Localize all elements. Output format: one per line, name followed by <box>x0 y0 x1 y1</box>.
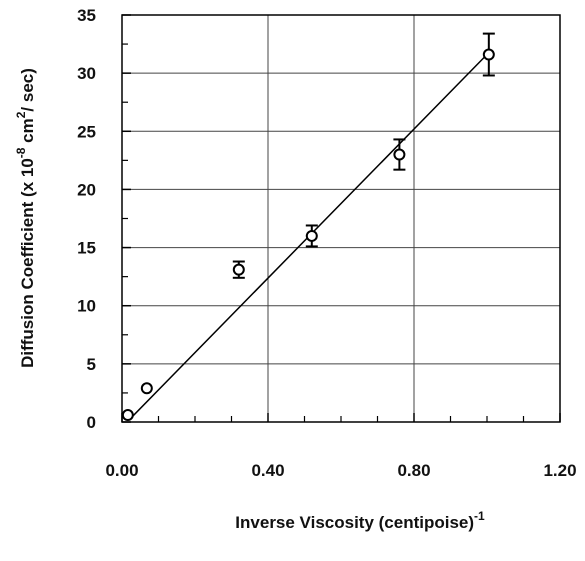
data-point <box>393 148 406 161</box>
y-tick-label: 20 <box>77 180 96 199</box>
data-point <box>121 409 134 422</box>
data-point <box>482 48 495 61</box>
plot-frame <box>121 14 561 423</box>
x-tick-label: 0.80 <box>397 461 430 480</box>
y-label-text: cm <box>18 118 37 147</box>
y-tick-label: 15 <box>77 239 96 258</box>
y-tick-label: 25 <box>77 122 96 141</box>
y-tick-label: 35 <box>77 6 96 25</box>
x-tick-label: 0.40 <box>251 461 284 480</box>
x-tick-label: 0.00 <box>105 461 138 480</box>
x-axis-label: Inverse Viscosity (centipoise)-1 <box>235 509 485 532</box>
data-point <box>305 229 318 242</box>
x-label-sup: -1 <box>474 509 485 523</box>
y-axis-label: Diffusion Coefficient (x 10-8 cm2/ sec) <box>14 68 37 368</box>
y-tick-label: 30 <box>77 64 96 83</box>
y-tick-label: 10 <box>77 297 96 316</box>
y-label-sup: 2 <box>14 111 28 118</box>
data-point <box>140 382 153 395</box>
x-label-text: Inverse Viscosity (centipoise) <box>235 513 474 532</box>
y-label-sup: -8 <box>14 147 28 158</box>
x-tick-label: 1.20 <box>543 461 576 480</box>
y-tick-label: 0 <box>87 413 96 432</box>
y-tick-label: 5 <box>87 355 96 374</box>
y-label-text: / sec) <box>18 68 37 111</box>
y-label-text: Diffusion Coefficient (x 10 <box>18 158 37 368</box>
data-point <box>232 263 245 276</box>
